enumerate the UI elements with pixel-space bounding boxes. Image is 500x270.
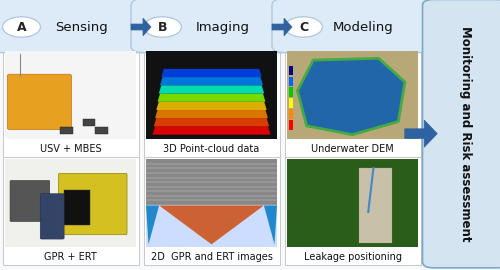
Polygon shape xyxy=(162,69,262,77)
Text: GPR + ERT: GPR + ERT xyxy=(44,251,97,262)
Text: B: B xyxy=(158,21,167,33)
FancyBboxPatch shape xyxy=(131,0,292,53)
Circle shape xyxy=(2,17,40,37)
FancyBboxPatch shape xyxy=(60,127,72,134)
FancyBboxPatch shape xyxy=(287,159,418,247)
Polygon shape xyxy=(159,205,264,244)
Polygon shape xyxy=(264,205,277,244)
FancyBboxPatch shape xyxy=(289,120,293,130)
Circle shape xyxy=(144,17,182,37)
FancyBboxPatch shape xyxy=(58,173,127,235)
FancyBboxPatch shape xyxy=(82,119,95,126)
FancyBboxPatch shape xyxy=(422,0,500,268)
FancyBboxPatch shape xyxy=(40,194,64,239)
FancyBboxPatch shape xyxy=(2,49,138,157)
FancyBboxPatch shape xyxy=(287,51,418,139)
FancyBboxPatch shape xyxy=(146,159,277,205)
Polygon shape xyxy=(160,77,263,85)
FancyBboxPatch shape xyxy=(10,180,50,221)
FancyBboxPatch shape xyxy=(0,0,151,53)
Circle shape xyxy=(284,17,323,37)
Polygon shape xyxy=(156,102,266,110)
Text: Leakage positioning: Leakage positioning xyxy=(304,251,402,262)
FancyBboxPatch shape xyxy=(359,168,392,243)
FancyBboxPatch shape xyxy=(8,74,72,130)
Text: 2D  GPR and ERT images: 2D GPR and ERT images xyxy=(150,251,272,262)
FancyBboxPatch shape xyxy=(95,127,108,134)
FancyBboxPatch shape xyxy=(2,157,138,265)
Polygon shape xyxy=(154,118,269,126)
FancyBboxPatch shape xyxy=(289,87,293,97)
Polygon shape xyxy=(272,18,292,36)
Polygon shape xyxy=(159,85,264,93)
Polygon shape xyxy=(131,18,151,36)
Polygon shape xyxy=(158,93,266,102)
Text: Imaging: Imaging xyxy=(196,21,250,33)
Polygon shape xyxy=(298,58,405,135)
Text: C: C xyxy=(299,21,308,33)
Polygon shape xyxy=(155,110,268,118)
Polygon shape xyxy=(152,126,270,135)
FancyBboxPatch shape xyxy=(144,49,280,157)
Text: Modeling: Modeling xyxy=(333,21,394,33)
Polygon shape xyxy=(405,120,437,147)
FancyBboxPatch shape xyxy=(5,159,136,247)
FancyBboxPatch shape xyxy=(146,51,277,139)
Text: Monitoring and Risk assessment: Monitoring and Risk assessment xyxy=(459,26,472,241)
FancyBboxPatch shape xyxy=(289,99,293,108)
FancyBboxPatch shape xyxy=(64,190,90,225)
FancyBboxPatch shape xyxy=(284,157,420,265)
Polygon shape xyxy=(146,205,159,244)
Text: A: A xyxy=(16,21,26,33)
FancyBboxPatch shape xyxy=(272,0,433,53)
FancyBboxPatch shape xyxy=(144,157,280,265)
FancyBboxPatch shape xyxy=(289,109,293,119)
FancyBboxPatch shape xyxy=(284,49,420,157)
Text: 3D Point-cloud data: 3D Point-cloud data xyxy=(164,143,260,154)
FancyBboxPatch shape xyxy=(289,66,293,75)
FancyBboxPatch shape xyxy=(5,51,136,139)
Text: Sensing: Sensing xyxy=(55,21,108,33)
FancyBboxPatch shape xyxy=(289,76,293,86)
FancyBboxPatch shape xyxy=(146,205,277,247)
Text: USV + MBES: USV + MBES xyxy=(40,143,102,154)
Text: Underwater DEM: Underwater DEM xyxy=(311,143,394,154)
